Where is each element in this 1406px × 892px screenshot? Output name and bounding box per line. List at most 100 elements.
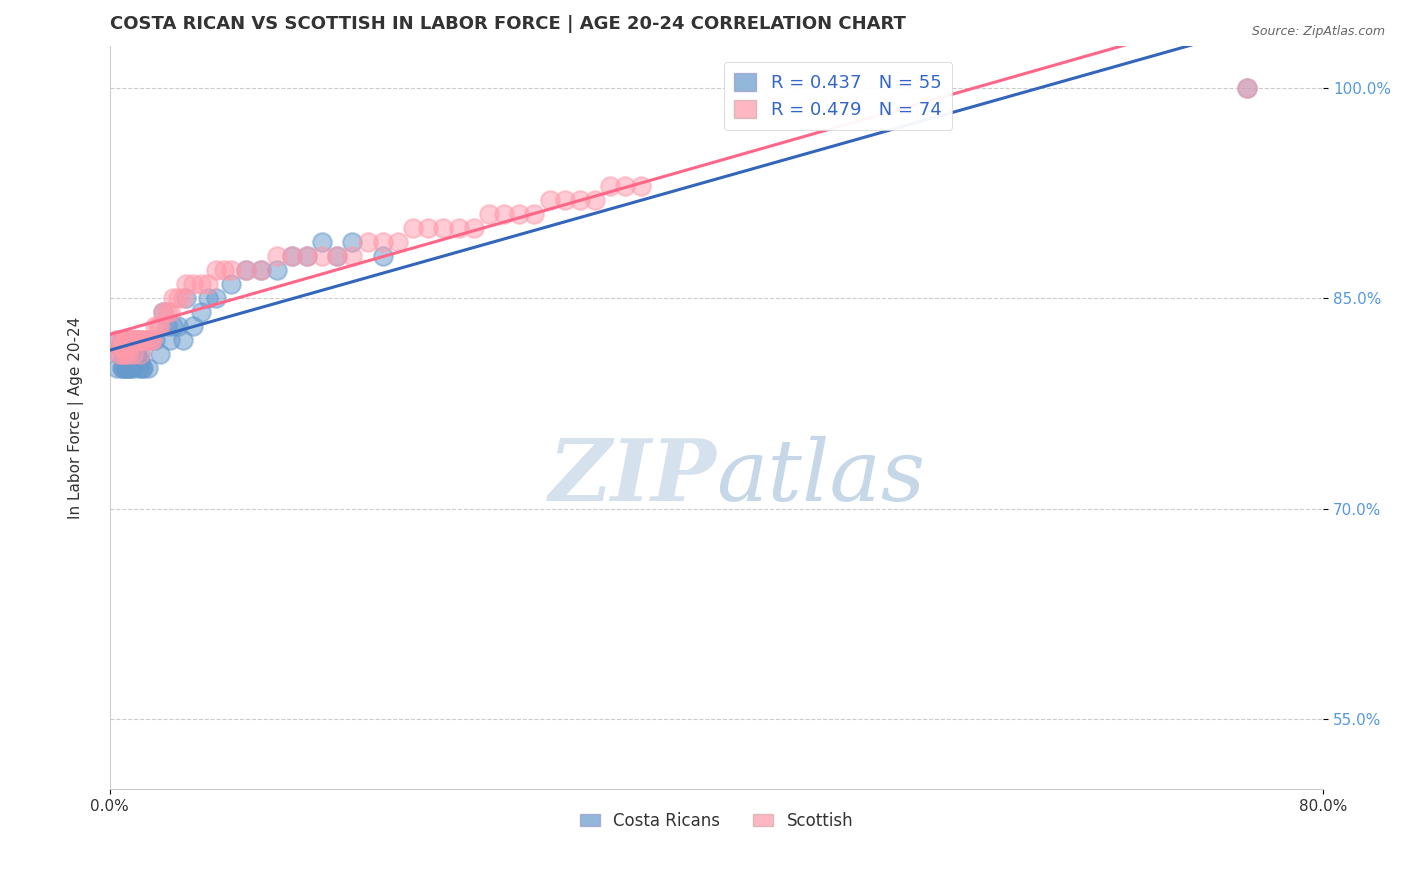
Point — [118, 361, 141, 376]
Point — [108, 347, 131, 361]
Text: Source: ZipAtlas.com: Source: ZipAtlas.com — [1251, 25, 1385, 38]
Point — [162, 319, 184, 334]
Point — [120, 361, 142, 376]
Point — [122, 333, 145, 347]
Point — [128, 361, 150, 376]
Point — [125, 347, 148, 361]
Point — [124, 347, 146, 361]
Point — [148, 319, 170, 334]
Point — [523, 207, 546, 221]
Point — [212, 263, 235, 277]
Point — [143, 319, 166, 334]
Point — [120, 333, 142, 347]
Point — [295, 249, 318, 263]
Point — [205, 291, 228, 305]
Point — [121, 347, 143, 361]
Point — [136, 361, 159, 376]
Point — [219, 263, 242, 277]
Point — [124, 333, 146, 347]
Point — [235, 263, 257, 277]
Point — [371, 235, 394, 249]
Point — [181, 319, 204, 334]
Point — [162, 291, 184, 305]
Point — [156, 305, 179, 319]
Point — [538, 193, 561, 207]
Point — [114, 333, 136, 347]
Point — [118, 340, 141, 354]
Point — [121, 333, 143, 347]
Point — [118, 333, 141, 347]
Point — [583, 193, 606, 207]
Point — [326, 249, 349, 263]
Point — [402, 221, 425, 235]
Point — [112, 347, 135, 361]
Point — [447, 221, 470, 235]
Point — [117, 333, 139, 347]
Point — [342, 249, 364, 263]
Point — [181, 277, 204, 292]
Point — [132, 333, 155, 347]
Point — [250, 263, 273, 277]
Point — [134, 333, 156, 347]
Point — [125, 333, 148, 347]
Text: COSTA RICAN VS SCOTTISH IN LABOR FORCE | AGE 20-24 CORRELATION CHART: COSTA RICAN VS SCOTTISH IN LABOR FORCE |… — [110, 15, 905, 33]
Point — [110, 340, 132, 354]
Point — [112, 333, 135, 347]
Point — [115, 361, 138, 376]
Point — [149, 319, 172, 334]
Point — [149, 347, 172, 361]
Point — [129, 333, 152, 347]
Point — [122, 333, 145, 347]
Point — [205, 263, 228, 277]
Point — [356, 235, 378, 249]
Point — [167, 319, 190, 334]
Text: In Labor Force | Age 20-24: In Labor Force | Age 20-24 — [67, 317, 84, 518]
Point — [114, 347, 136, 361]
Point — [129, 354, 152, 368]
Point — [281, 249, 304, 263]
Point — [569, 193, 592, 207]
Point — [114, 361, 136, 376]
Point — [478, 207, 501, 221]
Point — [219, 277, 242, 292]
Point — [115, 347, 138, 361]
Point — [190, 305, 212, 319]
Point — [110, 340, 132, 354]
Point — [152, 305, 174, 319]
Point — [630, 178, 652, 193]
Point — [125, 333, 148, 347]
Point — [311, 249, 333, 263]
Point — [132, 361, 155, 376]
Point — [494, 207, 516, 221]
Point — [117, 361, 139, 376]
Point — [131, 361, 153, 376]
Point — [115, 340, 138, 354]
Point — [295, 249, 318, 263]
Point — [387, 235, 409, 249]
Point — [105, 333, 128, 347]
Point — [174, 291, 197, 305]
Point — [129, 347, 152, 361]
Point — [111, 333, 134, 347]
Point — [105, 333, 128, 347]
Point — [1236, 80, 1258, 95]
Point — [167, 291, 190, 305]
Point — [197, 277, 219, 292]
Point — [342, 235, 364, 249]
Point — [108, 347, 131, 361]
Point — [599, 178, 621, 193]
Point — [143, 333, 166, 347]
Point — [554, 193, 576, 207]
Point — [115, 333, 138, 347]
Point — [418, 221, 440, 235]
Legend: Costa Ricans, Scottish: Costa Ricans, Scottish — [574, 805, 860, 837]
Point — [131, 333, 153, 347]
Point — [1236, 80, 1258, 95]
Point — [152, 305, 174, 319]
Point — [114, 333, 136, 347]
Point — [156, 319, 179, 334]
Point — [117, 347, 139, 361]
Point — [463, 221, 485, 235]
Point — [141, 333, 163, 347]
Point — [432, 221, 454, 235]
